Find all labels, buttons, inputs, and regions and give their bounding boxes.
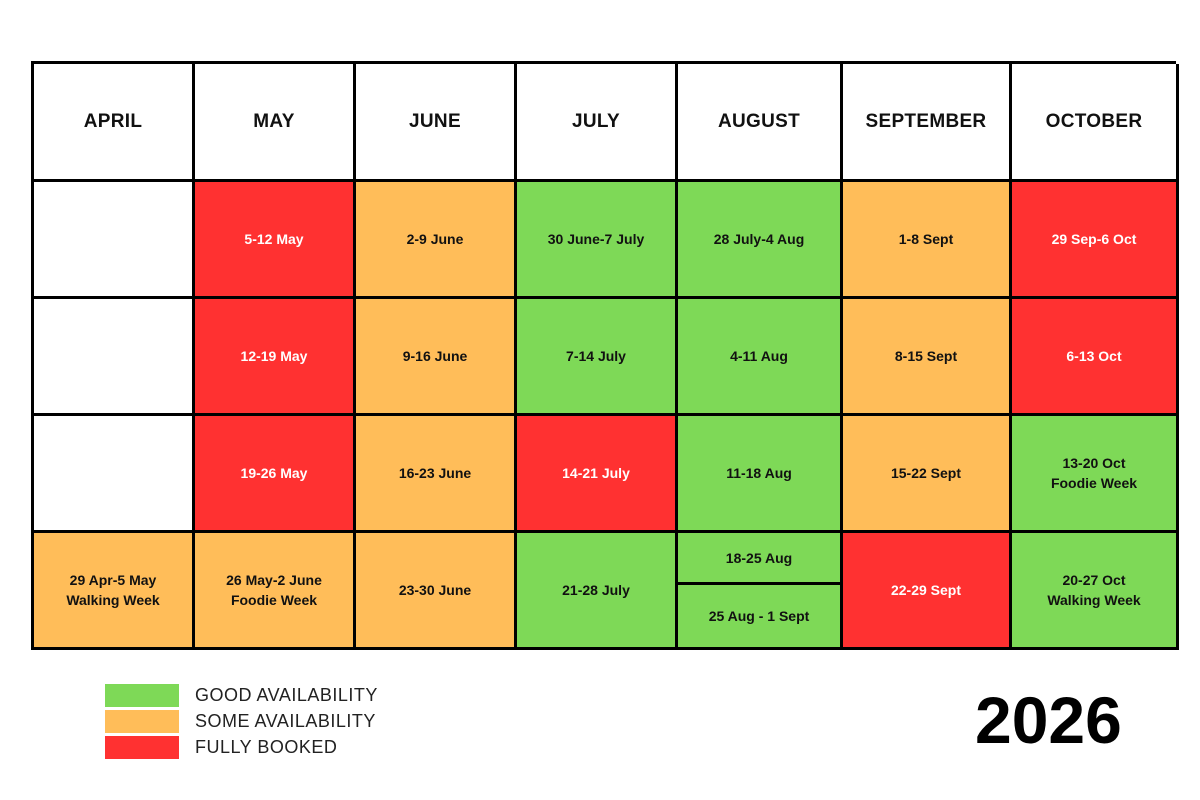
- week-cell-june-3: 16-23 June: [356, 416, 517, 533]
- week-dates: 28 July-4 Aug: [713, 231, 805, 247]
- week-dates: 13-20 Oct: [1062, 455, 1126, 471]
- legend-label: FULLY BOOKED: [195, 736, 338, 757]
- week-dates: 23-30 June: [398, 582, 472, 598]
- week-cell-june-1: 2-9 June: [356, 182, 517, 299]
- month-header-may: MAY: [195, 64, 356, 182]
- week-dates: 16-23 June: [398, 465, 472, 481]
- week-cell-april-4: 29 Apr-5 May Walking Week: [34, 533, 195, 650]
- week-cell-october-1: 29 Sep-6 Oct: [1012, 182, 1179, 299]
- week-dates: 12-19 May: [240, 348, 308, 364]
- week-cell-july-3: 14-21 July: [517, 416, 678, 533]
- legend-item-good: GOOD AVAILABILITY: [105, 682, 378, 708]
- week-dates: 2-9 June: [406, 231, 464, 247]
- legend-label: SOME AVAILABILITY: [195, 710, 376, 731]
- week-cell-may-4: 26 May-2 June Foodie Week: [195, 533, 356, 650]
- week-cell-october-4: 20-27 Oct Walking Week: [1012, 533, 1179, 650]
- week-dates: 22-29 Sept: [890, 582, 962, 598]
- legend-item-some: SOME AVAILABILITY: [105, 708, 378, 734]
- week-cell-september-3: 15-22 Sept: [843, 416, 1012, 533]
- year-label: 2026: [975, 683, 1122, 757]
- legend: GOOD AVAILABILITY SOME AVAILABILITY FULL…: [105, 682, 378, 760]
- month-header-april: APRIL: [34, 64, 195, 182]
- week-cell-june-4: 23-30 June: [356, 533, 517, 650]
- week-dates: 25 Aug - 1 Sept: [708, 608, 810, 624]
- legend-swatch-full: [105, 735, 179, 759]
- week-dates: 29 Sep-6 Oct: [1051, 231, 1137, 247]
- week-dates: 9-16 June: [402, 348, 468, 364]
- week-cell-may-3: 19-26 May: [195, 416, 356, 533]
- week-dates: 30 June-7 July: [547, 231, 645, 247]
- week-subcell-august-4b: 25 Aug - 1 Sept: [678, 585, 840, 647]
- week-cell-july-2: 7-14 July: [517, 299, 678, 416]
- week-dates: 20-27 Oct: [1062, 572, 1126, 588]
- week-theme: Foodie Week: [230, 592, 318, 608]
- month-header-october: OCTOBER: [1012, 64, 1179, 182]
- week-cell-august-4: 18-25 Aug 25 Aug - 1 Sept: [678, 533, 843, 650]
- week-dates: 1-8 Sept: [898, 231, 954, 247]
- week-dates: 18-25 Aug: [725, 549, 793, 566]
- empty-cell: [34, 182, 195, 299]
- week-cell-july-1: 30 June-7 July: [517, 182, 678, 299]
- week-dates: 11-18 Aug: [726, 465, 792, 481]
- month-header-august: AUGUST: [678, 64, 843, 182]
- week-cell-june-2: 9-16 June: [356, 299, 517, 416]
- week-subcell-august-4a: 18-25 Aug: [678, 533, 840, 585]
- week-dates: 14-21 July: [562, 465, 630, 481]
- week-dates: 15-22 Sept: [890, 465, 962, 481]
- month-header-july: JULY: [517, 64, 678, 182]
- week-theme: Walking Week: [1047, 592, 1141, 608]
- week-theme: Walking Week: [66, 592, 160, 608]
- week-cell-july-4: 21-28 July: [517, 533, 678, 650]
- month-header-september: SEPTEMBER: [843, 64, 1012, 182]
- week-dates: 8-15 Sept: [894, 348, 958, 364]
- week-cell-september-4: 22-29 Sept: [843, 533, 1012, 650]
- empty-cell: [34, 299, 195, 416]
- week-cell-october-2: 6-13 Oct: [1012, 299, 1179, 416]
- week-dates: 6-13 Oct: [1066, 348, 1122, 364]
- week-cell-september-1: 1-8 Sept: [843, 182, 1012, 299]
- week-dates: 5-12 May: [244, 231, 304, 247]
- week-cell-august-3: 11-18 Aug: [678, 416, 843, 533]
- legend-swatch-good: [105, 683, 179, 707]
- legend-swatch-some: [105, 709, 179, 733]
- week-cell-august-2: 4-11 Aug: [678, 299, 843, 416]
- week-cell-september-2: 8-15 Sept: [843, 299, 1012, 416]
- empty-cell: [34, 416, 195, 533]
- week-dates: 26 May-2 June: [226, 572, 322, 588]
- legend-item-full: FULLY BOOKED: [105, 734, 378, 760]
- week-theme: Foodie Week: [1050, 475, 1138, 491]
- month-header-june: JUNE: [356, 64, 517, 182]
- week-dates: 4-11 Aug: [730, 348, 788, 364]
- week-cell-august-1: 28 July-4 Aug: [678, 182, 843, 299]
- week-cell-may-2: 12-19 May: [195, 299, 356, 416]
- week-dates: 21-28 July: [562, 582, 630, 598]
- week-dates: 7-14 July: [566, 348, 626, 364]
- week-dates: 29 Apr-5 May: [69, 572, 157, 588]
- calendar-grid: APRIL MAY JUNE JULY AUGUST SEPTEMBER OCT…: [31, 61, 1179, 650]
- week-cell-october-3: 13-20 Oct Foodie Week: [1012, 416, 1179, 533]
- week-dates: 19-26 May: [240, 465, 308, 481]
- week-cell-may-1: 5-12 May: [195, 182, 356, 299]
- legend-label: GOOD AVAILABILITY: [195, 684, 378, 705]
